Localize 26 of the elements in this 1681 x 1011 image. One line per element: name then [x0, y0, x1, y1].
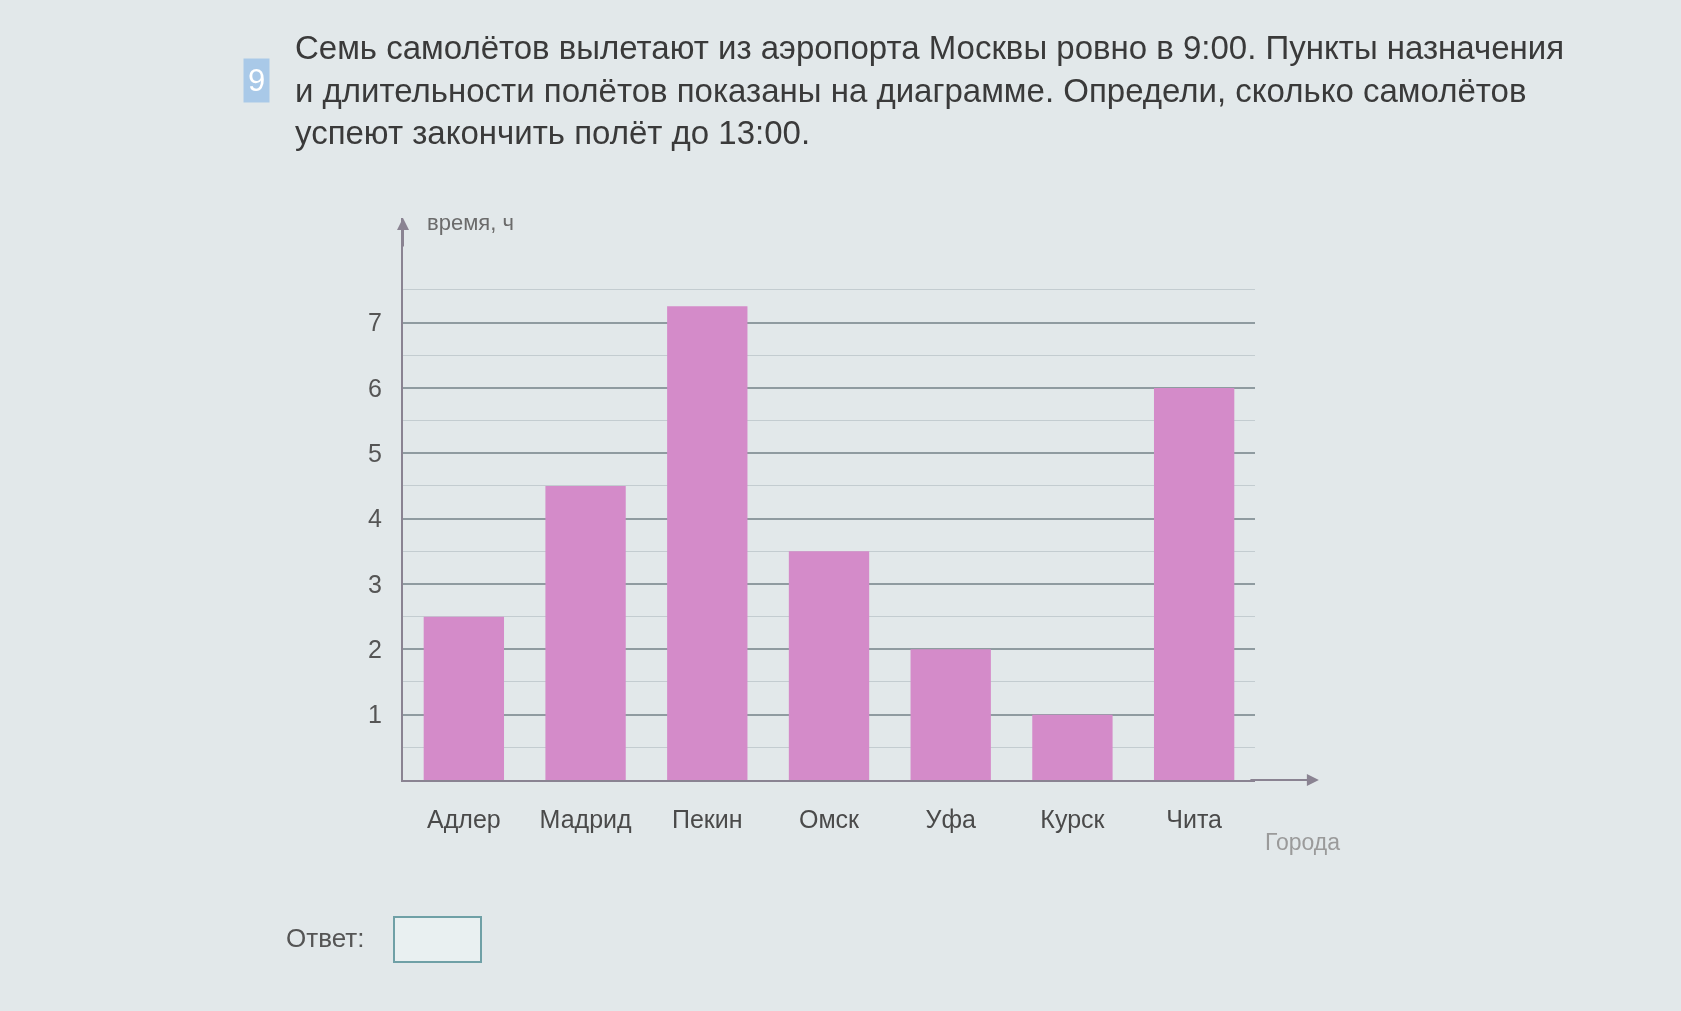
x-tick-label: Пекин [671, 805, 743, 833]
bar [545, 485, 626, 780]
y-axis-title: время, ч [427, 210, 514, 235]
x-tick-label: Омск [798, 805, 861, 833]
bar [1153, 387, 1235, 780]
x-tick-label: Чита [1166, 805, 1223, 833]
y-tick-label: 1 [368, 700, 382, 729]
y-tick-label: 5 [368, 439, 382, 468]
x-axis-title: Города [1265, 829, 1341, 855]
chart-title: Семь самолётов вылетают из аэропорта Москвы ровно в 9:00. Пункты назначения и длительности полётов показаны на диаграмме. Определи, сколько самолётов успеют закончить полёт до 13:00. [295, 28, 1565, 152]
bar [667, 306, 748, 780]
y-tick-label: 3 [368, 569, 382, 598]
x-tick-label: Курск [1040, 805, 1106, 833]
x-tick-label: Уфа [925, 805, 976, 833]
x-tick-label: Мадрид [539, 805, 632, 833]
text: 9 [248, 63, 266, 98]
bar [1032, 714, 1113, 780]
y-tick-label: 7 [368, 308, 382, 337]
bar [788, 551, 870, 780]
y-tick-label: 2 [368, 635, 382, 664]
x-tick-label: Адлер [427, 805, 501, 833]
y-tick-label: 4 [368, 504, 383, 533]
bar [423, 616, 505, 780]
bar [910, 649, 991, 780]
text: Ответ: [286, 923, 365, 953]
y-tick-label: 6 [368, 373, 382, 402]
